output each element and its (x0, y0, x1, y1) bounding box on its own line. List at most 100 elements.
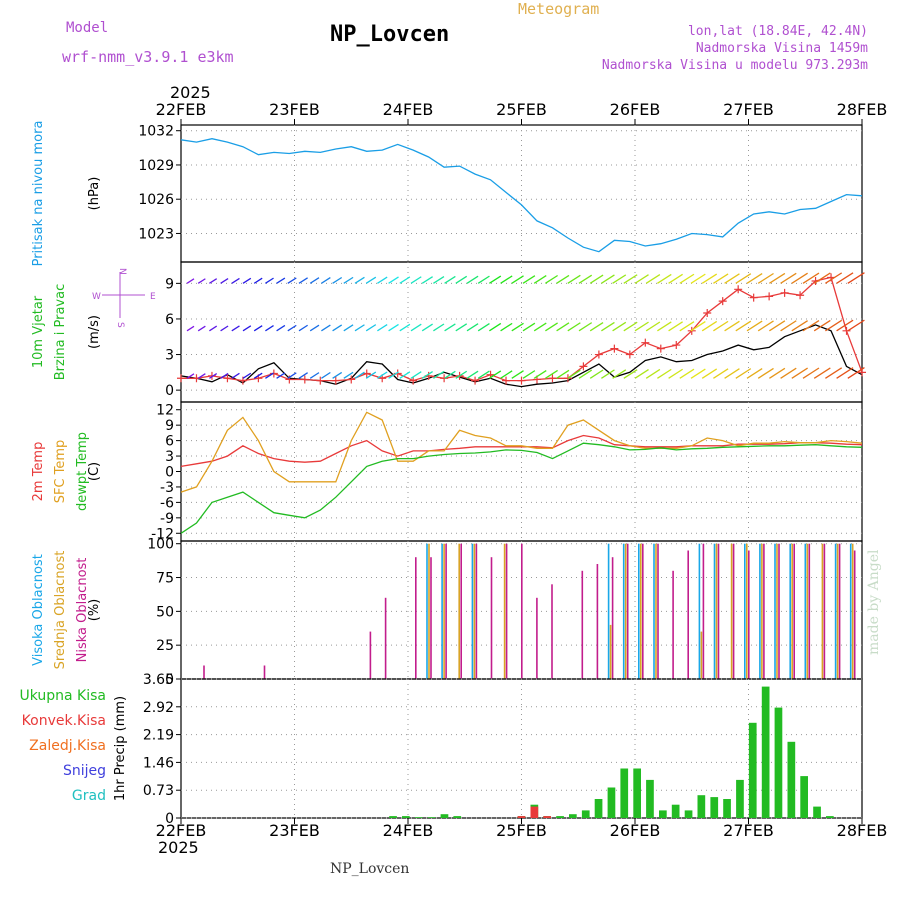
precip-bar-ukupna-kisa (581, 810, 590, 818)
wind-arrow (556, 369, 570, 379)
wind-arrow (645, 321, 661, 332)
cloud-bar-niska-oblacnost (732, 543, 735, 679)
wind-arrow (388, 323, 399, 332)
wind-arrow (668, 368, 683, 379)
cloud-bar-visoka-oblacnost (471, 543, 474, 679)
cloud-bar-visoka-oblacnost (441, 543, 443, 679)
cloud-bar-niska-oblacnost (748, 550, 750, 679)
wind-arrow (489, 370, 502, 379)
wind-arrow (623, 369, 638, 379)
wind-arrow (388, 371, 399, 379)
wind-gust-marker (610, 344, 619, 353)
temperature-series-sfc-temp (180, 411, 863, 493)
pressure-series-mslp (180, 138, 863, 253)
wind-arrow (321, 371, 331, 379)
wind-arrow (802, 367, 820, 379)
cloud-bar-visoka-oblacnost (744, 543, 746, 679)
wind-arrow (847, 367, 865, 379)
precip-bar-ukupna-kisa (800, 776, 808, 818)
wind-arrow (231, 277, 240, 284)
wind-arrow (601, 274, 615, 284)
wind-arrow (836, 319, 854, 332)
wind-arrow (332, 371, 343, 379)
cloud-ylabel: Srednja Oblacnost (53, 551, 68, 670)
wind-gust-marker (703, 309, 712, 318)
cloud-bar-visoka-oblacnost (713, 543, 716, 679)
year-top: 2025 (170, 83, 211, 102)
wind-arrow (276, 277, 286, 284)
precip-bar-ukupna-kisa (748, 722, 757, 818)
cloud-bar-niska-oblacnost (430, 557, 432, 679)
cloud-ytick-label: 50 (156, 604, 174, 620)
x-tick-label-top: 25FEB (496, 100, 547, 119)
cloud-bar-niska-oblacnost (657, 543, 659, 679)
cloud-bar-srednja-oblacnost (428, 543, 430, 679)
wind-arrow (421, 323, 433, 332)
wind-arrow (242, 325, 252, 332)
cloud-bar-niska-oblacnost (687, 550, 689, 679)
wind-arrow (612, 321, 627, 332)
wind-arrow (466, 370, 479, 379)
x-tick-label-top: 24FEB (383, 100, 434, 119)
wind-arrow (455, 275, 468, 284)
wind-arrow (511, 370, 524, 379)
x-tick-label-top: 28FEB (837, 100, 888, 119)
wind-arrow (354, 324, 365, 332)
wind-arrow (589, 321, 604, 332)
wind-arrow (791, 320, 808, 332)
wind-arrow (545, 322, 558, 332)
wind-legend-w: W (92, 292, 101, 302)
wind-arrow (309, 324, 320, 332)
precip-bar-ukupna-kisa (440, 814, 449, 818)
cloud-bar-srednja-oblacnost (806, 543, 809, 679)
wind-gust-marker (641, 338, 650, 347)
lonlat: lon,lat (18.84E, 42.4N) (687, 24, 868, 39)
wind-arrow (186, 278, 195, 284)
wind-arrow (533, 275, 547, 284)
temperature-ytick-label: -6 (160, 495, 174, 511)
wind-arrow (354, 276, 365, 284)
x-tick-label-top: 27FEB (723, 100, 774, 119)
wind-ylabel: 10m Vjetar (31, 295, 46, 368)
cloud-bar-niska-oblacnost (808, 543, 811, 679)
temperature-ytick-label: 9 (165, 418, 174, 434)
wind-arrow (276, 372, 286, 379)
wind-gust-marker (471, 376, 480, 385)
precip-bar-ukupna-kisa (569, 814, 577, 818)
wind-arrow (253, 372, 263, 379)
cloud-bar-srednja-oblacnost (624, 543, 627, 679)
model-name: wrf-nmm_v3.9.1 e3km (62, 48, 234, 66)
wind-arrow (701, 320, 718, 332)
precip-bar-ukupna-kisa (453, 816, 462, 818)
wind-arrow (220, 277, 229, 284)
wind-arrow (757, 320, 774, 332)
wind-gust-marker (780, 288, 789, 297)
wind-arrow (377, 323, 388, 332)
temperature-ytick-label: -3 (160, 480, 174, 496)
temperature-ytick-label: 6 (165, 434, 174, 450)
wind-arrow (365, 371, 377, 379)
wind-arrow (365, 324, 377, 332)
wind-arrow (679, 368, 695, 379)
cloud-bar-srednja-oblacnost (746, 543, 748, 679)
cloud-bar-srednja-oblacnost (821, 543, 824, 679)
temperature-ylabel: SFC Temp (53, 440, 68, 504)
wind-gust-marker (842, 326, 851, 335)
wind-arrow (645, 368, 661, 379)
wind-legend-e: E (150, 292, 156, 302)
wind-arrow (399, 371, 411, 379)
wind-arrow (668, 321, 683, 332)
wind-arrow (735, 368, 752, 379)
wind-arrow (690, 368, 706, 379)
precip-bar-ukupna-kisa (646, 779, 654, 818)
x-tick-label-bottom: 22FEB (156, 821, 207, 840)
precip-bar-ukupna-kisa (671, 804, 680, 818)
wind-arrow (511, 275, 524, 284)
precip-ytick-label: 1.46 (143, 755, 174, 771)
wind-arrow (556, 322, 570, 332)
cloud-bar-visoka-oblacnost (638, 543, 640, 679)
cloud-bar-niska-oblacnost (823, 543, 826, 679)
wind-arrow (657, 368, 672, 379)
cloud-bar-srednja-oblacnost (761, 543, 763, 679)
